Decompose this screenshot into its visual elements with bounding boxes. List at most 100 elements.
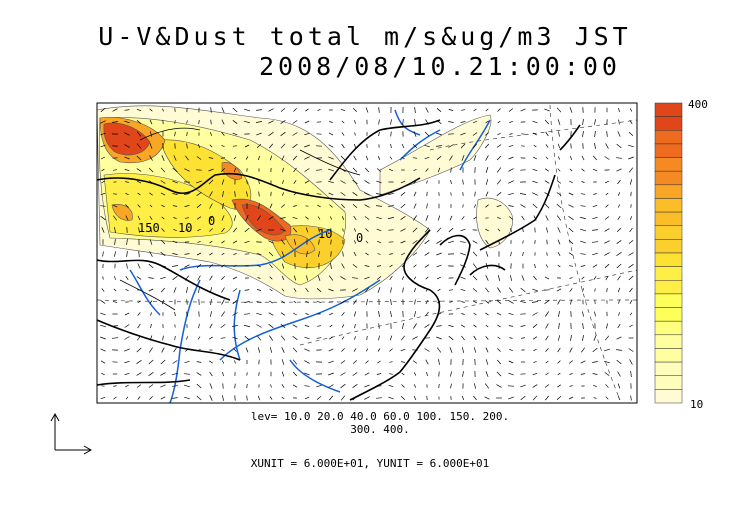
wind-arrow [353, 311, 357, 317]
wind-arrow [508, 108, 514, 112]
wind-arrow [256, 324, 262, 328]
wind-arrow [257, 155, 261, 161]
wind-arrow [485, 359, 489, 365]
wind-arrow [328, 156, 334, 160]
wind-arrow [257, 395, 261, 401]
wind-arrow [593, 193, 597, 195]
wind-arrow [616, 252, 622, 256]
wind-arrow [569, 288, 573, 292]
wind-arrow [256, 132, 262, 136]
wind-arrow [340, 192, 346, 196]
wind-arrow [472, 132, 478, 136]
wind-arrow [448, 325, 454, 327]
wind-arrow [197, 348, 201, 352]
wind-arrow [604, 263, 610, 269]
wind-arrow [281, 204, 285, 208]
wind-arrow [545, 215, 549, 221]
wind-arrow [138, 250, 140, 258]
wind-arrow [437, 300, 441, 304]
wind-arrow [126, 263, 128, 269]
wind-arrow [113, 288, 117, 292]
wind-arrow [353, 299, 357, 305]
wind-arrow [353, 215, 357, 221]
wind-arrow [496, 205, 502, 207]
wind-arrow [161, 155, 165, 161]
wind-arrow [305, 216, 309, 220]
contour-label: 0 [356, 231, 363, 245]
wind-arrow [472, 251, 478, 257]
wind-arrow [305, 193, 309, 195]
wind-arrow [472, 275, 478, 281]
colorbar-swatch [654, 157, 683, 172]
wind-arrow [604, 372, 610, 376]
wind-arrow [557, 360, 561, 364]
wind-arrow [412, 360, 418, 364]
wind-arrow [364, 192, 370, 196]
wind-arrow [304, 360, 310, 364]
wind-arrow [485, 263, 489, 269]
wind-arrow [533, 348, 537, 352]
wind-arrow [617, 371, 621, 377]
wind-arrow [352, 384, 358, 388]
wind-arrow [520, 384, 526, 388]
wind-arrow [328, 348, 334, 352]
wind-arrow [508, 312, 514, 316]
wind-arrow [414, 287, 416, 293]
wind-arrow [186, 299, 188, 305]
wind-arrow [557, 119, 561, 125]
wind-arrow [197, 143, 201, 149]
wind-arrow [184, 193, 190, 195]
wind-arrow [186, 120, 188, 124]
wind-arrow [184, 360, 190, 364]
wind-arrow [160, 251, 166, 257]
wind-arrow [316, 337, 322, 339]
wind-arrow [522, 252, 524, 256]
wind-arrow [149, 204, 153, 208]
colorbar-swatch [654, 348, 683, 363]
wind-arrow [556, 180, 562, 184]
wind-arrow [234, 191, 236, 197]
wind-arrow [606, 131, 608, 137]
wind-arrow [112, 300, 118, 304]
wind-arrow [304, 168, 310, 172]
wind-arrow [342, 251, 344, 257]
wind-arrow [255, 121, 263, 123]
wind-arrow [293, 312, 297, 316]
wind-arrow [100, 107, 106, 113]
wind-arrow [412, 240, 418, 244]
wind-arrow [400, 252, 406, 256]
wind-arrow [581, 347, 585, 353]
wind-arrow [617, 395, 621, 401]
wind-arrow [616, 143, 622, 149]
wind-arrow [390, 311, 392, 317]
wind-arrow [496, 300, 502, 304]
wind-arrow [462, 179, 464, 185]
wind-arrow [100, 215, 106, 221]
wind-arrow [113, 215, 117, 221]
wind-arrow [244, 120, 250, 124]
wind-arrow [569, 360, 573, 364]
wind-arrow [533, 132, 537, 136]
wind-arrow [232, 299, 238, 305]
wind-arrow [244, 301, 250, 303]
wind-arrow [592, 252, 598, 256]
wind-arrow [149, 131, 153, 137]
wind-arrow [532, 192, 538, 196]
wind-arrow [544, 276, 550, 280]
wind-arrow [579, 228, 587, 232]
wind-arrow [425, 359, 429, 365]
wind-arrow [329, 336, 333, 340]
wind-arrow [197, 336, 201, 340]
wind-arrow [436, 108, 442, 112]
wind-arrow [243, 108, 251, 112]
wind-arrow [305, 227, 309, 233]
wind-arrow [580, 217, 586, 219]
wind-arrow [330, 239, 332, 245]
wind-arrow [341, 120, 345, 124]
wind-arrow [137, 312, 141, 316]
wind-arrow [616, 336, 622, 340]
wind-arrow [425, 276, 429, 280]
wind-arrow [268, 323, 274, 329]
wind-arrow [149, 119, 153, 125]
wind-arrow [268, 143, 274, 149]
